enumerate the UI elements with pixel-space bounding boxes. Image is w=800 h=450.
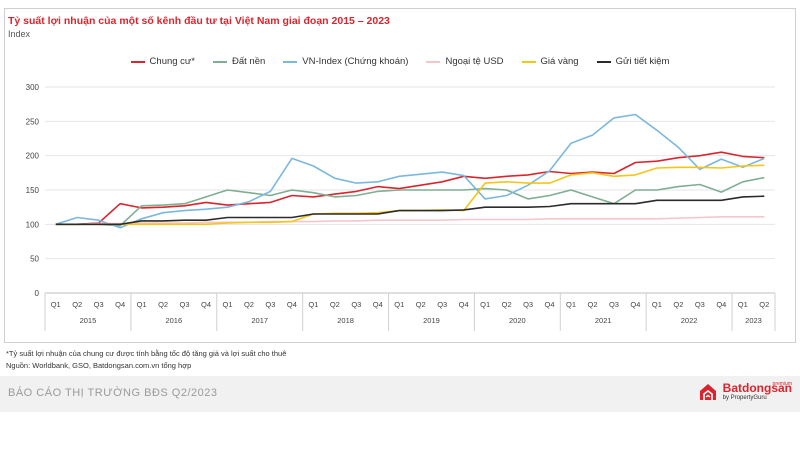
legend-swatch xyxy=(130,60,145,63)
y-tick-label: 200 xyxy=(26,152,40,161)
x-tick-label: Q4 xyxy=(545,300,555,309)
series-line-vn-index-ch-ng-kho-n xyxy=(55,113,765,229)
legend-label: Đất nền xyxy=(232,56,266,67)
series-line-gi-v-ng xyxy=(55,164,765,226)
brand-subtitle: by PropertyGuru xyxy=(722,395,767,401)
x-tick-label: Q4 xyxy=(373,300,383,309)
x-tick-label: Q2 xyxy=(158,300,168,309)
x-tick-label: Q2 xyxy=(502,300,512,309)
legend-swatch xyxy=(596,60,611,63)
year-label: 2020 xyxy=(509,316,526,325)
year-label: 2021 xyxy=(595,316,612,325)
y-tick-label: 150 xyxy=(26,186,40,195)
series-line-ngo-i-t-usd xyxy=(55,216,765,226)
legend-label: Chung cư* xyxy=(149,56,195,67)
series-line-chung-c xyxy=(55,151,765,226)
x-tick-label: Q1 xyxy=(394,300,404,309)
line-chart: 0 50 100 150 200 250 300 Q1 Q2 Q3 Q4 Q1 Q2 Q3 Q4 Q1 Q2 Q3… xyxy=(26,83,776,331)
year-label: 2018 xyxy=(337,316,354,325)
x-tick-label: Q3 xyxy=(351,300,361,309)
legend-label: Giá vàng xyxy=(540,56,579,67)
y-tick-label: 50 xyxy=(30,255,39,264)
year-label: 2023 xyxy=(745,316,762,325)
x-tick-label: Q4 xyxy=(459,300,469,309)
x-tick-label: Q2 xyxy=(244,300,254,309)
x-tick-label: Q3 xyxy=(523,300,533,309)
brand-logo: premium Batdongsan by PropertyGuru xyxy=(698,381,792,402)
x-tick-label: Q1 xyxy=(480,300,490,309)
x-tick-label: Q3 xyxy=(695,300,705,309)
x-tick-label: Q2 xyxy=(416,300,426,309)
brand-tag: premium xyxy=(772,381,792,387)
brand-name: Batdongsan xyxy=(722,381,792,395)
x-tick-label: Q4 xyxy=(287,300,297,309)
x-tick-label: Q2 xyxy=(587,300,597,309)
x-tick-label: Q2 xyxy=(330,300,340,309)
legend-item: Giá vàng xyxy=(521,56,579,67)
series-line-t-n-n xyxy=(55,176,765,227)
x-tick-label: Q3 xyxy=(265,300,275,309)
legend-label: VN-Index (Chứng khoán) xyxy=(302,56,409,67)
year-label: 2017 xyxy=(251,316,268,325)
legend-swatch xyxy=(213,60,227,63)
y-tick-label: 250 xyxy=(26,117,40,126)
x-tick-label: Q4 xyxy=(115,300,125,309)
x-tick-label: Q1 xyxy=(652,300,662,309)
x-tick-label: Q1 xyxy=(51,300,61,309)
year-label: 2019 xyxy=(423,316,440,325)
x-tick-label: Q1 xyxy=(137,300,147,309)
house-logo-icon xyxy=(699,384,716,400)
legend-item: Chung cư* xyxy=(130,56,195,67)
x-tick-label: Q3 xyxy=(437,300,447,309)
x-tick-label: Q4 xyxy=(716,300,726,309)
legend-swatch xyxy=(283,60,298,63)
x-tick-label: Q3 xyxy=(180,300,190,309)
report-footer: BÁO CÁO THỊ TRƯỜNG BĐS Q2/2023 premium B… xyxy=(0,376,800,412)
x-tick-label: Q1 xyxy=(566,300,576,309)
x-tick-label: Q1 xyxy=(738,300,748,309)
x-tick-label: Q4 xyxy=(630,300,640,309)
y-tick-label: 300 xyxy=(26,83,40,92)
legend-label: Ngoại tệ USD xyxy=(445,56,504,67)
legend-swatch xyxy=(521,60,536,63)
x-tick-label: Q3 xyxy=(94,300,104,309)
year-label: 2022 xyxy=(681,316,698,325)
x-tick-label: Q2 xyxy=(72,300,82,309)
x-tick-label: Q2 xyxy=(673,300,683,309)
x-tick-label: Q3 xyxy=(609,300,619,309)
legend-item: Ngoại tệ USD xyxy=(426,56,504,67)
year-label: 2016 xyxy=(165,316,182,325)
y-tick-label: 100 xyxy=(26,220,40,229)
x-tick-label: Q1 xyxy=(222,300,232,309)
chart-title: Tỷ suất lợi nhuận của một số kênh đầu tư… xyxy=(8,15,390,27)
footnote: *Tỷ suất lợi nhuận của chung cư được tín… xyxy=(6,349,287,358)
legend-item: Gửi tiết kiệm xyxy=(596,56,670,67)
x-tick-label: Q4 xyxy=(201,300,211,309)
x-tick-label: Q1 xyxy=(308,300,318,309)
legend-item: VN-Index (Chứng khoán) xyxy=(283,56,408,67)
year-label: 2015 xyxy=(80,316,97,325)
chart-legend: Chung cư* Đất nền VN-Index (Chứng khoán) Ng… xyxy=(0,56,800,67)
report-title: BÁO CÁO THỊ TRƯỜNG BĐS Q2/2023 xyxy=(8,387,218,399)
legend-label: Gửi tiết kiệm xyxy=(615,56,670,67)
legend-swatch xyxy=(426,60,441,63)
series-line-g-i-ti-t-ki-m xyxy=(55,195,765,226)
legend-item: Đất nền xyxy=(213,56,265,67)
y-axis-unit-label: Index xyxy=(8,29,31,39)
x-tick-label: Q2 xyxy=(759,300,769,309)
y-tick-label: 0 xyxy=(35,289,40,298)
source-note: Nguồn: Worldbank, GSO, Batdongsan.com.vn… xyxy=(6,361,192,370)
